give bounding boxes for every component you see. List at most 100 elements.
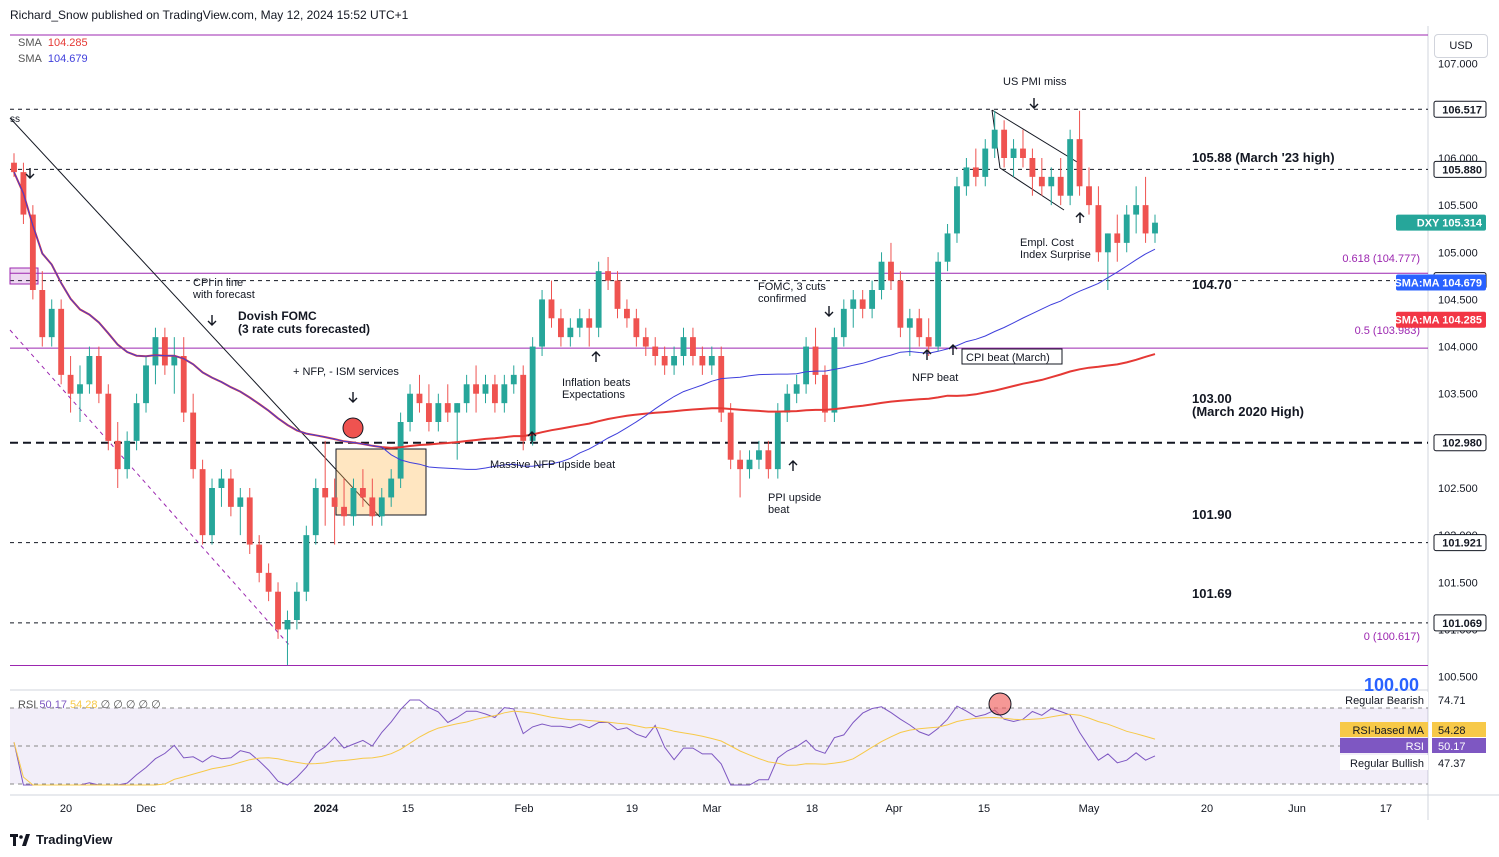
candle-body[interactable] xyxy=(180,356,187,413)
candle-body[interactable] xyxy=(935,261,942,347)
candle-body[interactable] xyxy=(444,403,451,413)
candle-body[interactable] xyxy=(227,478,234,507)
candle-body[interactable] xyxy=(1133,205,1140,215)
price-tag[interactable] xyxy=(1433,100,1487,118)
price-tag[interactable] xyxy=(1396,274,1486,291)
candle-body[interactable] xyxy=(708,356,715,366)
candle-body[interactable] xyxy=(822,374,828,413)
candle-body[interactable] xyxy=(67,374,74,394)
candle-body[interactable] xyxy=(954,186,960,234)
candle-body[interactable] xyxy=(916,318,923,338)
candle-body[interactable] xyxy=(407,393,413,422)
candle-body[interactable] xyxy=(576,318,583,328)
currency-button[interactable]: USD xyxy=(1434,34,1488,58)
candle-body[interactable] xyxy=(378,497,385,517)
candle-body[interactable] xyxy=(161,337,168,366)
candle-body[interactable] xyxy=(765,450,772,470)
candle-body[interactable] xyxy=(812,346,819,375)
candle-body[interactable] xyxy=(718,356,725,413)
candle-body[interactable] xyxy=(152,337,159,366)
candle-body[interactable] xyxy=(906,318,913,328)
candle-body[interactable] xyxy=(567,327,574,338)
candle-body[interactable] xyxy=(143,365,149,404)
price-tag[interactable] xyxy=(1396,311,1486,328)
sma-legend-1[interactable]: SMA 104.285 xyxy=(18,37,88,49)
candle-body[interactable] xyxy=(350,488,357,517)
candle-body[interactable] xyxy=(652,346,659,356)
candle-body[interactable] xyxy=(369,497,376,517)
candle-body[interactable] xyxy=(39,290,46,338)
candle-body[interactable] xyxy=(1048,176,1055,187)
candle-body[interactable] xyxy=(793,384,800,394)
candle-body[interactable] xyxy=(944,233,951,262)
candle-body[interactable] xyxy=(1123,214,1130,243)
candle-body[interactable] xyxy=(491,384,498,404)
candle-body[interactable] xyxy=(105,393,112,441)
candle-body[interactable] xyxy=(624,308,630,319)
candle-body[interactable] xyxy=(29,214,36,290)
candle-body[interactable] xyxy=(991,129,998,149)
candle-body[interactable] xyxy=(878,261,885,290)
candle-body[interactable] xyxy=(463,384,470,404)
candle-body[interactable] xyxy=(133,403,140,441)
candle-body[interactable] xyxy=(746,459,753,470)
candle-body[interactable] xyxy=(529,346,536,441)
candle-body[interactable] xyxy=(972,167,979,177)
candle-body[interactable] xyxy=(171,356,178,366)
candle-body[interactable] xyxy=(699,356,706,366)
price-tag[interactable] xyxy=(1433,614,1487,632)
candle-body[interactable] xyxy=(661,356,668,366)
candle-body[interactable] xyxy=(925,337,932,347)
candle-body[interactable] xyxy=(605,271,611,281)
candle-body[interactable] xyxy=(1095,205,1102,253)
candle-body[interactable] xyxy=(237,497,244,507)
candle-body[interactable] xyxy=(680,337,687,356)
candle-body[interactable] xyxy=(1038,176,1045,187)
candle-body[interactable] xyxy=(869,290,876,309)
candle-body[interactable] xyxy=(482,384,489,394)
candle-body[interactable] xyxy=(303,535,310,592)
price-tag[interactable] xyxy=(1396,214,1486,231)
candle-body[interactable] xyxy=(284,620,291,630)
candle-body[interactable] xyxy=(671,356,678,366)
candle-body[interactable] xyxy=(435,403,442,422)
candle-body[interactable] xyxy=(1029,158,1036,177)
candle-body[interactable] xyxy=(388,478,395,498)
candle-body[interactable] xyxy=(11,162,17,173)
candle-body[interactable] xyxy=(727,412,734,460)
candle-body[interactable] xyxy=(95,356,102,394)
candle-body[interactable] xyxy=(1020,148,1026,158)
candle-body[interactable] xyxy=(48,308,55,338)
candle-body[interactable] xyxy=(114,440,121,470)
candle-body[interactable] xyxy=(275,591,281,630)
candle-body[interactable] xyxy=(510,374,517,385)
candle-body[interactable] xyxy=(190,412,197,470)
candle-body[interactable] xyxy=(397,422,404,479)
candle-body[interactable] xyxy=(520,374,527,441)
candle-body[interactable] xyxy=(86,356,93,385)
candle-body[interactable] xyxy=(850,299,857,309)
candle-body[interactable] xyxy=(77,384,83,394)
candle-body[interactable] xyxy=(425,403,432,422)
price-tag[interactable] xyxy=(1433,434,1487,452)
candle-body[interactable] xyxy=(331,497,338,507)
price-tag[interactable] xyxy=(1433,534,1487,552)
candle-body[interactable] xyxy=(124,440,131,470)
candle-body[interactable] xyxy=(1086,186,1092,206)
candle-body[interactable] xyxy=(982,148,989,177)
candle-body[interactable] xyxy=(840,308,847,338)
candle-body[interactable] xyxy=(595,271,602,328)
candle-body[interactable] xyxy=(501,384,508,404)
candle-body[interactable] xyxy=(586,318,593,328)
candle-body[interactable] xyxy=(614,280,621,309)
candle-body[interactable] xyxy=(803,346,810,385)
candle-body[interactable] xyxy=(897,280,904,328)
candle-body[interactable] xyxy=(246,497,253,545)
candle-body[interactable] xyxy=(737,459,744,470)
candle-body[interactable] xyxy=(784,393,791,413)
candle-body[interactable] xyxy=(831,337,838,413)
candle-body[interactable] xyxy=(1001,129,1008,158)
candle-body[interactable] xyxy=(859,299,866,309)
candle-body[interactable] xyxy=(454,403,461,413)
